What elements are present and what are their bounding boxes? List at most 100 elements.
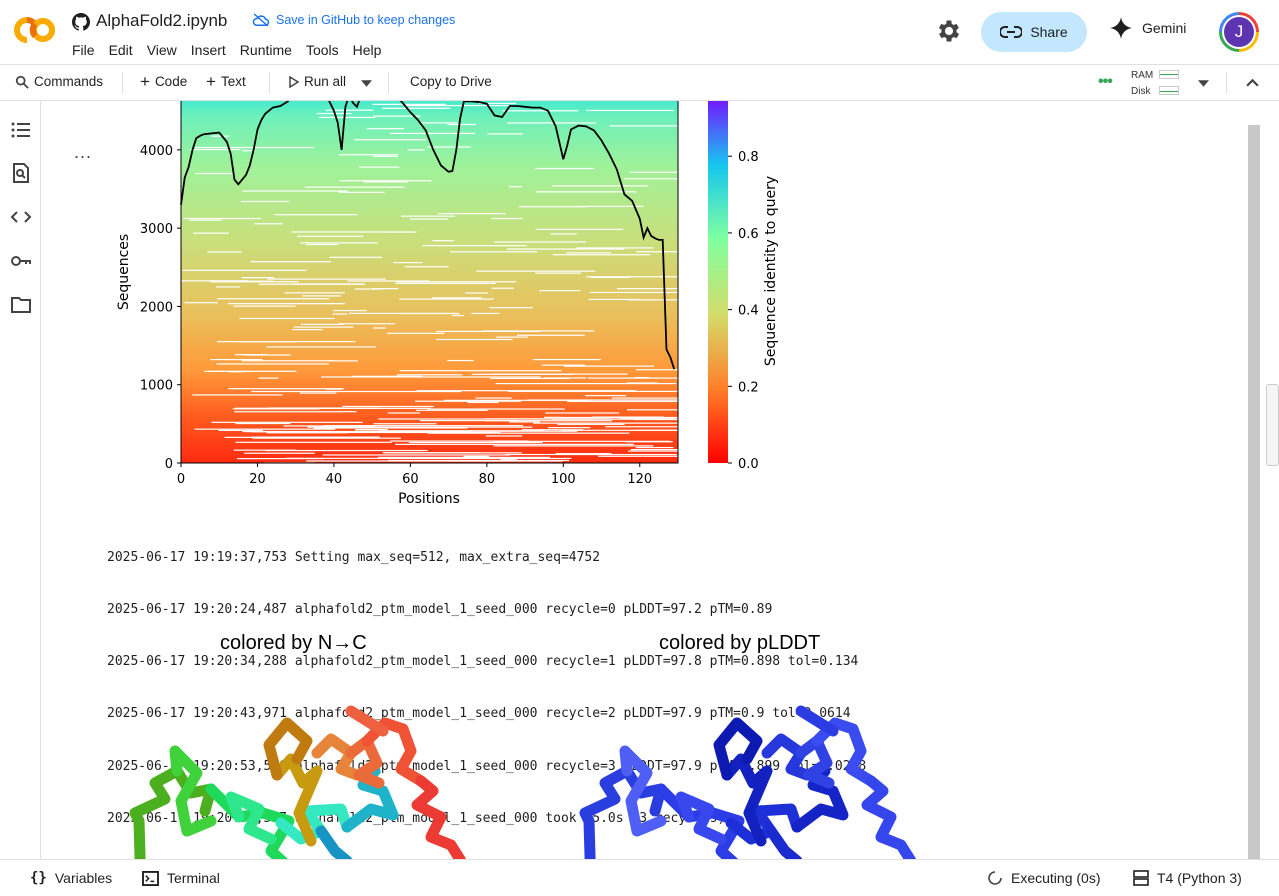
msa-gap: [628, 450, 678, 452]
menu-runtime[interactable]: Runtime: [239, 42, 292, 58]
msa-gap: [518, 206, 587, 208]
msa-gap: [490, 377, 570, 380]
msa-gap: [218, 429, 263, 431]
avatar[interactable]: J: [1219, 12, 1259, 52]
header: AlphaFold2.ipynb Save in GitHub to keep …: [0, 0, 1279, 64]
execution-status[interactable]: Executing (0s): [987, 870, 1100, 886]
msa-gap: [235, 422, 291, 425]
msa-gap: [210, 281, 299, 283]
msa-gap: [251, 431, 417, 433]
folder-icon[interactable]: [10, 294, 32, 316]
menu-help[interactable]: Help: [352, 42, 382, 58]
msa-gap: [585, 395, 627, 397]
msa-gap: [465, 292, 489, 294]
colorbar-tick-label: 0.2: [738, 380, 759, 395]
toolbar-divider: [1226, 72, 1227, 94]
msa-gap: [297, 235, 364, 237]
msa-gap: [627, 299, 678, 301]
run-all-button[interactable]: Run all: [289, 74, 346, 89]
msa-gap: [333, 309, 367, 312]
msa-gap: [354, 139, 427, 141]
notebook-scrollbar[interactable]: [1248, 125, 1260, 859]
find-icon[interactable]: [10, 162, 32, 184]
msa-gap: [409, 218, 449, 220]
menu-file[interactable]: File: [72, 42, 95, 58]
runtime-status-icon[interactable]: •••: [1098, 73, 1113, 90]
msa-gap: [627, 382, 658, 384]
msa-gap: [563, 365, 655, 367]
msa-gap: [217, 298, 330, 300]
msa-gap: [420, 122, 458, 124]
msa-gap: [485, 435, 523, 437]
msa-gap: [258, 283, 365, 285]
msa-gap: [211, 135, 230, 137]
run-all-label: Run all: [304, 74, 347, 89]
msa-gap: [545, 412, 620, 414]
msa-gap: [493, 445, 654, 447]
variables-button[interactable]: {} Variables: [30, 870, 112, 886]
msa-gap: [338, 323, 396, 325]
msa-gap: [293, 326, 354, 328]
cell-more-options-button[interactable]: ...: [74, 142, 93, 162]
msa-gap: [447, 359, 474, 362]
add-text-button[interactable]: + Text: [206, 73, 246, 90]
menu-view[interactable]: View: [146, 42, 177, 58]
msa-gap: [338, 191, 385, 193]
add-code-button[interactable]: + Code: [140, 73, 187, 90]
msa-gap: [535, 191, 637, 193]
table-of-contents-icon[interactable]: [10, 119, 32, 141]
msa-gap: [408, 441, 543, 444]
variables-icon: {}: [30, 870, 47, 886]
msa-gap: [324, 425, 524, 427]
text-label: Text: [220, 74, 246, 89]
msa-gap: [532, 358, 601, 361]
msa-gap: [359, 166, 400, 168]
msa-gap: [181, 280, 249, 282]
menu-tools[interactable]: Tools: [305, 42, 339, 58]
copy-to-drive-button[interactable]: Copy to Drive: [410, 74, 492, 89]
msa-gap: [493, 241, 587, 243]
chevron-down-icon[interactable]: [1198, 80, 1209, 87]
menu-insert[interactable]: Insert: [190, 42, 226, 58]
key-icon[interactable]: [10, 250, 32, 272]
menu-edit[interactable]: Edit: [108, 42, 133, 58]
page-scroll-handle[interactable]: [1266, 384, 1279, 466]
copy-to-drive-label: Copy to Drive: [410, 74, 492, 89]
commands-button[interactable]: Commands: [15, 74, 103, 89]
msa-gap: [250, 261, 332, 263]
y-tick-label: 1000: [140, 379, 173, 394]
notebook-title[interactable]: AlphaFold2.ipynb: [96, 11, 228, 30]
msa-gap: [479, 102, 517, 104]
gear-icon[interactable]: [935, 17, 963, 45]
msa-gap: [378, 418, 597, 420]
ram-meter[interactable]: [1159, 70, 1179, 79]
save-in-github-link[interactable]: Save in GitHub to keep changes: [252, 13, 455, 27]
msa-gap: [517, 334, 585, 336]
msa-gap: [210, 359, 263, 361]
msa-gap: [506, 122, 596, 124]
terminal-button[interactable]: Terminal: [142, 870, 220, 886]
msa-gap: [436, 330, 541, 333]
msa-gap: [422, 245, 527, 247]
x-tick-label: 120: [627, 472, 652, 487]
terminal-icon: [142, 870, 159, 886]
msa-gap: [463, 455, 490, 458]
msa-gap: [390, 440, 529, 442]
msa-gap: [283, 425, 376, 427]
msa-gap: [189, 219, 222, 221]
msa-gap: [399, 298, 494, 300]
msa-gap: [378, 457, 572, 460]
msa-gap: [552, 254, 651, 256]
gemini-button[interactable]: Gemini: [1110, 17, 1186, 39]
msa-gap: [395, 443, 634, 445]
colab-logo[interactable]: [13, 14, 57, 46]
chevron-up-icon[interactable]: [1246, 78, 1259, 87]
disk-meter[interactable]: [1159, 86, 1179, 95]
share-button[interactable]: Share: [981, 12, 1087, 52]
runtime-type[interactable]: T4 (Python 3): [1133, 870, 1242, 886]
structure-plddt-image: [579, 705, 917, 859]
chevron-down-icon[interactable]: [361, 80, 372, 87]
code-snippets-icon[interactable]: [10, 206, 32, 228]
msa-gap: [633, 429, 678, 431]
runtime-type-label: T4 (Python 3): [1157, 870, 1242, 886]
